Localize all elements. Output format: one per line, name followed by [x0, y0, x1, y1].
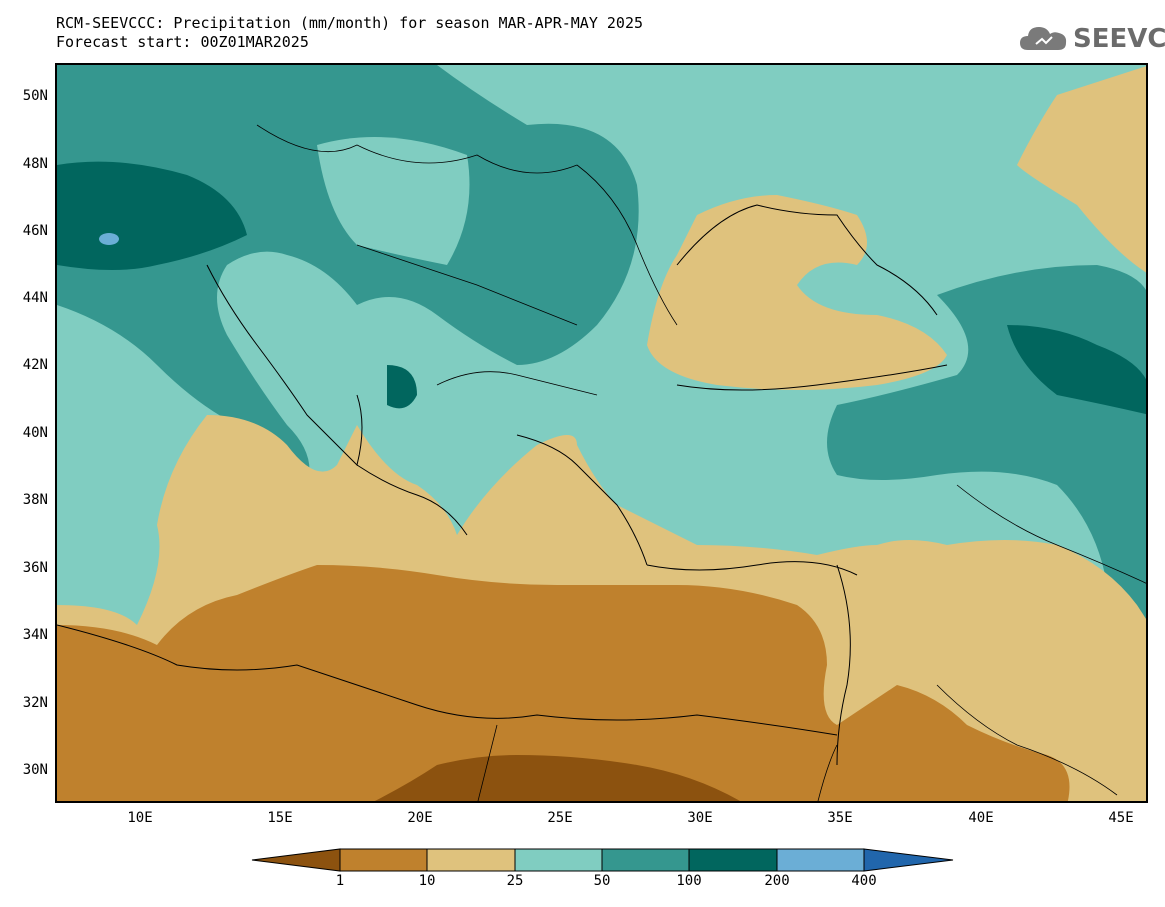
lat-label: 38N [22, 492, 48, 508]
colorbar-bin [688, 848, 778, 872]
colorbar-bin [339, 848, 428, 872]
lon-label: 30E [687, 810, 713, 826]
field-10-25-blacksea [647, 195, 947, 390]
lat-label: 36N [22, 560, 48, 576]
lat-label: 30N [22, 762, 48, 778]
title-block: RCM-SEEVCCC: Precipitation (mm/month) fo… [56, 14, 643, 52]
field-lt1-south [374, 755, 741, 801]
colorbar-bin [863, 848, 954, 872]
colorbar-tick-label: 1 [335, 873, 345, 889]
borders [256, 124, 1146, 801]
lat-label: 34N [22, 627, 48, 643]
coastlines [57, 204, 948, 766]
lon-label: 15E [267, 810, 293, 826]
colorbar-tick-label: 10 [418, 873, 436, 889]
field-50-100-north [57, 65, 639, 485]
seevccc-logo: SEEVCCC [1018, 22, 1165, 56]
field-25-50-hungary [317, 137, 470, 265]
field-100-200-caucasus [1007, 325, 1146, 415]
lon-label: 45E [1108, 810, 1134, 826]
colorbar-bin [251, 848, 341, 872]
lon-label: 35E [827, 810, 853, 826]
colorbar-tick-label: 50 [593, 873, 611, 889]
lat-label: 46N [22, 223, 48, 239]
cloud-logo-icon [1020, 27, 1067, 50]
colorbar-tick-label: 200 [764, 873, 790, 889]
colorbar-bin [426, 848, 516, 872]
chart-title: RCM-SEEVCCC: Precipitation (mm/month) fo… [56, 14, 643, 32]
lat-label: 48N [22, 156, 48, 172]
lon-label: 40E [968, 810, 994, 826]
field-200-400-patch [99, 233, 119, 245]
field-10-25-northeast [1017, 66, 1146, 273]
colorbar-bin [601, 848, 690, 872]
colorbar-tick-label: 100 [676, 873, 702, 889]
lon-label: 10E [127, 810, 153, 826]
colorbar-bin [776, 848, 865, 872]
field-100-200-balkan [387, 365, 417, 409]
lon-label: 20E [407, 810, 433, 826]
forecast-start: Forecast start: 00Z01MAR2025 [56, 33, 309, 51]
lat-label: 50N [22, 88, 48, 104]
map-area [55, 63, 1148, 803]
colorbar-bin [514, 848, 603, 872]
colorbar-tick-label: 400 [851, 873, 877, 889]
lat-label: 42N [22, 357, 48, 373]
lat-label: 44N [22, 290, 48, 306]
logo-text: SEEVCCC [1073, 24, 1165, 54]
precipitation-map [57, 65, 1146, 801]
lat-label: 32N [22, 695, 48, 711]
colorbar-tick-label: 25 [506, 873, 524, 889]
colorbar [251, 848, 954, 872]
lat-label: 40N [22, 425, 48, 441]
lon-label: 25E [547, 810, 573, 826]
field-1-10-south [57, 565, 1070, 801]
